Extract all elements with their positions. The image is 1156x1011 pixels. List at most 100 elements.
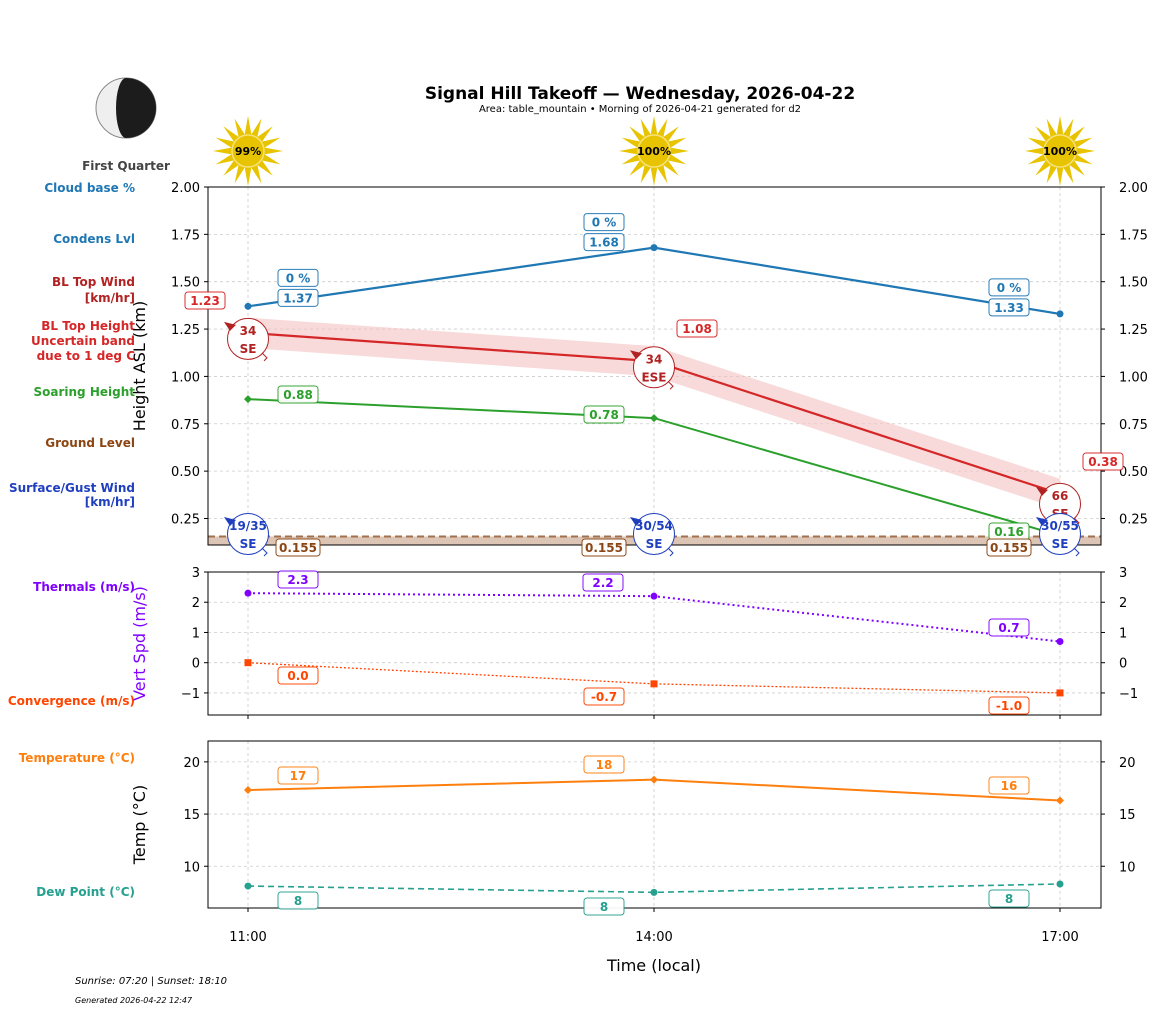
wind-direction-arrow-icon [630, 517, 642, 526]
thermals-label: 0.7 [998, 621, 1019, 635]
soaring-height-label: 0.88 [283, 388, 313, 402]
y-tick-label-right: 15 [1119, 808, 1136, 823]
side-label-cloud-base: Cloud base % [44, 181, 135, 195]
side-label-thermals: Thermals (m/s) [33, 580, 135, 594]
y-tick-label-right: 1 [1119, 626, 1127, 641]
sun-disc [637, 134, 671, 168]
y-tick-label-left: 0.50 [171, 465, 200, 480]
condens-level-label-box [583, 233, 625, 252]
wind-tail-icon [667, 380, 674, 390]
dewpoint-label-box [988, 889, 1030, 908]
cloud-base-pct-label-box [583, 213, 625, 232]
surface-wind-marker: 19/35 SE [224, 513, 269, 557]
side-label-bl-height-1: BL Top Height [41, 319, 135, 333]
side-label-temperature: Temperature (°C) [19, 751, 135, 765]
generated-timestamp: Generated 2026-04-22 12:47 [75, 996, 193, 1005]
data-point [650, 775, 658, 784]
wind-tail-icon [1073, 547, 1080, 557]
dewpoint-label: 8 [1005, 892, 1013, 906]
sun-disc [231, 134, 265, 168]
side-label-bl-height-3: due to 1 deg C [37, 349, 136, 363]
series-ground: 0.155 0.155 0.155 [275, 538, 1032, 557]
data-point [244, 786, 252, 795]
temperature-label: 18 [596, 758, 613, 772]
y-tick-label-right: −1 [1119, 687, 1138, 702]
wind-direction-arrow-icon [1036, 486, 1048, 496]
thermals-label-box [582, 573, 624, 592]
bl-top-label-box [676, 319, 718, 338]
sun-icon: 99% [213, 116, 283, 186]
data-point [244, 395, 252, 404]
convergence-label-box [988, 696, 1030, 715]
side-label-bl-wind-1: BL Top Wind [52, 275, 135, 289]
y-tick-label-left: 15 [183, 808, 200, 823]
sun-percent-label: 99% [235, 145, 261, 158]
y-tick-label-left: 0 [192, 657, 200, 672]
y-tick-label-right: 1.00 [1119, 370, 1148, 385]
bl-top-label: 1.08 [682, 322, 712, 336]
condens-level-label-box [988, 298, 1030, 317]
wind-speed: 30/54 [635, 519, 673, 533]
data-point [650, 592, 658, 600]
wind-direction: SE [240, 537, 257, 551]
sun-icon: 100% [619, 116, 689, 186]
dewpoint-label-box [583, 897, 625, 916]
series-line [247, 662, 1061, 694]
bl-top-wind-marker: 66SE [1036, 482, 1081, 527]
wind-circle [633, 513, 675, 555]
wind-tail-icon [261, 547, 268, 557]
wind-speed: 19/35 [229, 519, 267, 533]
convergence-label: -1.0 [996, 699, 1022, 713]
y-tick-label-left: 1.00 [171, 370, 200, 385]
series-dewpoint: 8 8 8 [244, 880, 1064, 916]
y-tick-label-left: 2.00 [171, 181, 200, 196]
y-tick-label-right: 10 [1119, 860, 1136, 875]
y-tick-label-right: 1.25 [1119, 323, 1148, 338]
data-point [1056, 689, 1064, 697]
condens-level-label-box [277, 288, 319, 307]
y-axis-label: Height ASL (km) [130, 301, 149, 431]
series-temperature: 17 18 16 [244, 755, 1064, 805]
panel-2: −1 −1 0 0 1 1 2 2 3 3 [181, 566, 1138, 719]
temperature-label-box [583, 755, 625, 774]
y-tick-label-left: −1 [181, 687, 200, 702]
y-tick-label-right: 0.75 [1119, 418, 1148, 433]
ground-level-label-box [275, 538, 321, 557]
wind-tail-icon [261, 352, 268, 362]
data-point [1056, 310, 1064, 318]
chart-title: Signal Hill Takeoff — Wednesday, 2026-04… [425, 84, 855, 104]
side-label-surface-1: Surface/Gust Wind [9, 481, 135, 495]
condens-level-label: 1.68 [589, 236, 619, 250]
thermals-label-box [988, 618, 1030, 637]
y-tick-label-right: 1.75 [1119, 228, 1148, 243]
wind-speed: 34 [240, 324, 257, 338]
chart-subtitle: Area: table_mountain • Morning of 2026-0… [479, 104, 801, 115]
thermals-label: 2.2 [592, 576, 613, 590]
bl-top-label: 1.23 [190, 294, 220, 308]
surface-wind-marker: 30/55 SE [1036, 513, 1081, 557]
condens-level-label: 1.33 [994, 301, 1024, 315]
cloud-base-pct-label: 0 % [592, 216, 617, 230]
soaring-height-label: 0.16 [994, 525, 1024, 539]
x-tick-label: 14:00 [635, 930, 672, 945]
y-tick-label-left: 20 [183, 756, 200, 771]
temperature-label-box [277, 766, 319, 785]
y-tick-label-left: 1.50 [171, 276, 200, 291]
side-label-bl-wind-2: [km/hr] [85, 291, 135, 305]
wind-direction-arrow-icon [224, 517, 236, 526]
y-tick-label-left: 0.25 [171, 512, 200, 527]
convergence-label: -0.7 [591, 690, 617, 704]
bl-top-wind-marker: 34 SE [224, 317, 269, 362]
y-tick-label-left: 3 [192, 566, 200, 581]
condens-level-label: 1.37 [283, 291, 313, 305]
cloud-base-pct-label-box [988, 278, 1030, 297]
bl-top-wind-marker: 34 ESE [630, 346, 675, 390]
temperature-label: 16 [1001, 779, 1018, 793]
data-point [1056, 880, 1064, 888]
side-label-ground: Ground Level [45, 436, 135, 450]
ground-level-label-box [581, 538, 627, 557]
x-axis-label: Time (local) [606, 956, 701, 975]
soaring-height-label-box [277, 385, 319, 404]
ground-level-label: 0.155 [585, 541, 623, 555]
